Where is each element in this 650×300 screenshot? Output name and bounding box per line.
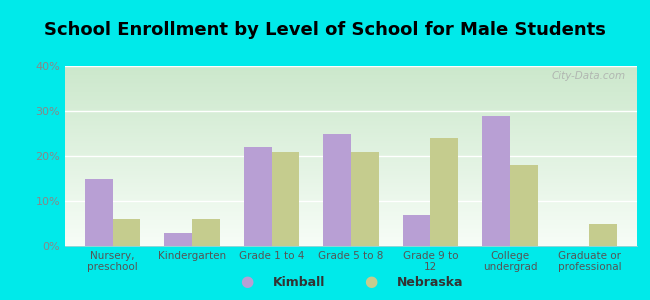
Bar	[112, 219, 140, 246]
Bar	[85, 178, 112, 246]
Bar	[272, 152, 300, 246]
Bar	[351, 152, 379, 246]
Bar	[510, 165, 538, 246]
Text: City-Data.com: City-Data.com	[551, 71, 625, 81]
Text: Nebraska: Nebraska	[396, 275, 463, 289]
Text: ●: ●	[240, 274, 254, 290]
Bar	[244, 147, 272, 246]
Text: ●: ●	[364, 274, 377, 290]
Bar	[482, 116, 510, 246]
Bar	[430, 138, 458, 246]
Bar	[590, 224, 617, 246]
Text: School Enrollment by Level of School for Male Students: School Enrollment by Level of School for…	[44, 21, 606, 39]
Text: Kimball: Kimball	[273, 275, 326, 289]
Bar	[323, 134, 351, 246]
Bar	[192, 219, 220, 246]
Bar	[402, 214, 430, 246]
Bar	[164, 232, 192, 246]
